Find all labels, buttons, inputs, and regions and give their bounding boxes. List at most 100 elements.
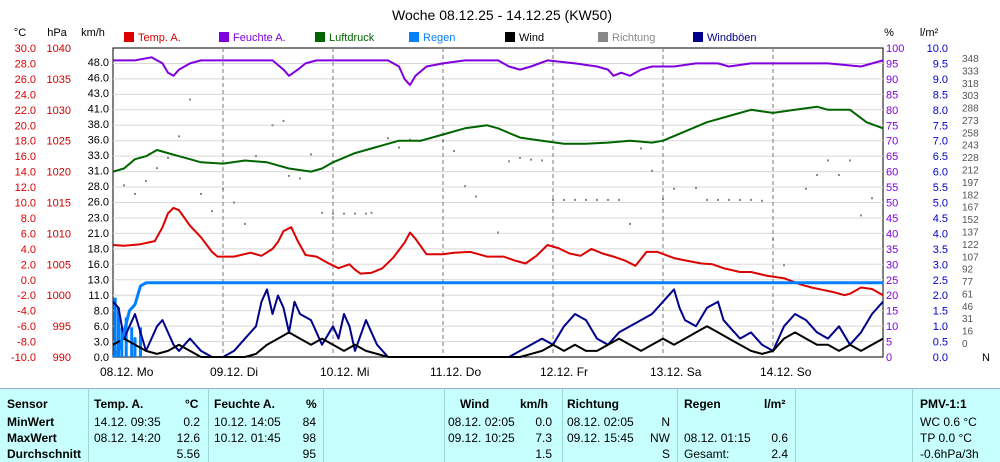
- dir-min-time: 08.12. 02:05: [567, 415, 634, 429]
- separator: [208, 389, 209, 462]
- rain-unit: l/m²: [764, 397, 786, 411]
- separator: [88, 389, 89, 462]
- direction-dot: [370, 211, 373, 214]
- direction-dot: [739, 198, 741, 201]
- hum-tick: 40: [886, 228, 898, 240]
- hum-tick: 35: [886, 244, 898, 256]
- wind-tick: 18.0: [88, 243, 109, 255]
- hum-unit-label: %: [884, 27, 894, 39]
- hum-tick: 60: [886, 167, 898, 179]
- hum-tick: 95: [886, 58, 898, 70]
- hum-tick: 10: [886, 321, 898, 333]
- pmv-header: PMV-1:1: [920, 397, 967, 411]
- wind-tick: 33.0: [88, 150, 109, 162]
- dir-bottom-label: N: [982, 352, 990, 364]
- direction-dot: [464, 185, 466, 188]
- hum-tick: 25: [886, 275, 898, 287]
- dir-tick: 167: [962, 203, 979, 214]
- wind-avg: 1.5: [535, 447, 552, 461]
- temp-tick: 22.0: [15, 105, 36, 117]
- dir-tick: 92: [962, 265, 974, 276]
- direction-dot: [475, 195, 477, 198]
- hum-header: Feuchte A.: [214, 397, 275, 411]
- temp-tick: 28.0: [15, 58, 36, 70]
- temp-tick: 0.0: [21, 275, 36, 287]
- legend-swatch: [598, 32, 608, 42]
- left-axes: 30.0 28.0 26.0 24.0 22.0 20.0 18.0 16.0 14.0 12.0…: [11, 43, 109, 364]
- rain-tick: 1.5: [933, 306, 948, 318]
- wind-line: [112, 325, 884, 358]
- wind-tick: 46.0: [88, 73, 109, 85]
- dir-tick: 122: [962, 240, 979, 251]
- temp-tick: 12.0: [15, 182, 36, 194]
- wind-tick: 41.0: [88, 104, 109, 116]
- dir-tick: 288: [962, 104, 979, 115]
- direction-dot: [398, 146, 400, 149]
- hum-tick: 30: [886, 259, 898, 271]
- direction-dot: [387, 137, 389, 140]
- rain-tick: 0.0: [933, 352, 948, 364]
- hum-tick: 90: [886, 74, 898, 86]
- wind-tick: 28.0: [88, 181, 109, 193]
- direction-dot: [453, 150, 455, 152]
- wind-tick: 31.0: [88, 166, 109, 178]
- direction-dot: [651, 169, 653, 172]
- hum-tick: 0: [886, 352, 892, 364]
- day-label: 09.12. Di: [210, 365, 258, 379]
- wind-max-time: 09.12. 10:25: [448, 431, 515, 445]
- temp-tick: 14.0: [15, 167, 36, 179]
- rain-tick: 10.0: [927, 43, 948, 55]
- wind-tick: 26.0: [88, 197, 109, 209]
- direction-dot: [233, 201, 235, 204]
- hum-tick: 5: [886, 337, 892, 349]
- separator: [323, 389, 324, 462]
- direction-dot: [552, 198, 554, 201]
- direction-dot: [607, 198, 609, 201]
- separator: [444, 389, 445, 462]
- temp-tick: 26.0: [15, 74, 36, 86]
- rain-tick: 7.0: [933, 136, 948, 148]
- direction-dot: [343, 212, 345, 215]
- rain-tick: 0.5: [933, 337, 948, 349]
- direction-dot: [167, 156, 169, 159]
- hum-tick: 50: [886, 198, 898, 210]
- label-sensor: Sensor: [7, 397, 48, 411]
- dir-tick: 228: [962, 153, 979, 164]
- dir-tick: 152: [962, 215, 979, 226]
- legend-swatch: [693, 32, 703, 42]
- statistics-panel: Sensor MinWert MaxWert Durchschnitt Temp…: [0, 388, 1000, 462]
- wind-tick: 43.0: [88, 88, 109, 100]
- hum-min-time: 10.12. 14:05: [214, 415, 281, 429]
- rain-max-time: 08.12. 01:15: [684, 431, 751, 445]
- press-unit-label: hPa: [47, 27, 67, 39]
- rain-tick: 1.0: [933, 321, 948, 333]
- hum-unit: %: [306, 397, 317, 411]
- day-label: 12.12. Fr: [540, 365, 588, 379]
- separator: [677, 389, 678, 462]
- rain-bar: [139, 327, 142, 357]
- humidity-line: [113, 56, 884, 87]
- direction-dot: [244, 222, 246, 225]
- rain-unit-label: l/m²: [920, 27, 939, 39]
- direction-dot: [145, 180, 147, 183]
- direction-dot: [695, 186, 697, 189]
- rain-tick: 3.5: [933, 244, 948, 256]
- pmv-tp: TP 0.0 °C: [920, 431, 972, 445]
- dir-tick: 182: [962, 190, 979, 201]
- direction-dot: [530, 158, 532, 161]
- dir-max-time: 09.12. 15:45: [567, 431, 634, 445]
- day-label: 13.12. Sa: [650, 365, 702, 379]
- direction-dot: [574, 198, 576, 201]
- dir-min: N: [661, 415, 670, 429]
- rain-tick: 6.5: [933, 151, 948, 163]
- temp-tick: -10.0: [11, 352, 36, 364]
- dir-max: NW: [650, 431, 670, 445]
- wind-tick: 13.0: [88, 274, 109, 286]
- legend-label: Feuchte A.: [233, 32, 286, 44]
- press-tick: 1040: [47, 43, 71, 55]
- direction-dot: [882, 184, 884, 187]
- dir-tick: 31: [962, 314, 974, 325]
- direction-dot: [706, 198, 708, 201]
- direction-dot: [838, 174, 840, 177]
- legend-label: Wind: [519, 32, 544, 44]
